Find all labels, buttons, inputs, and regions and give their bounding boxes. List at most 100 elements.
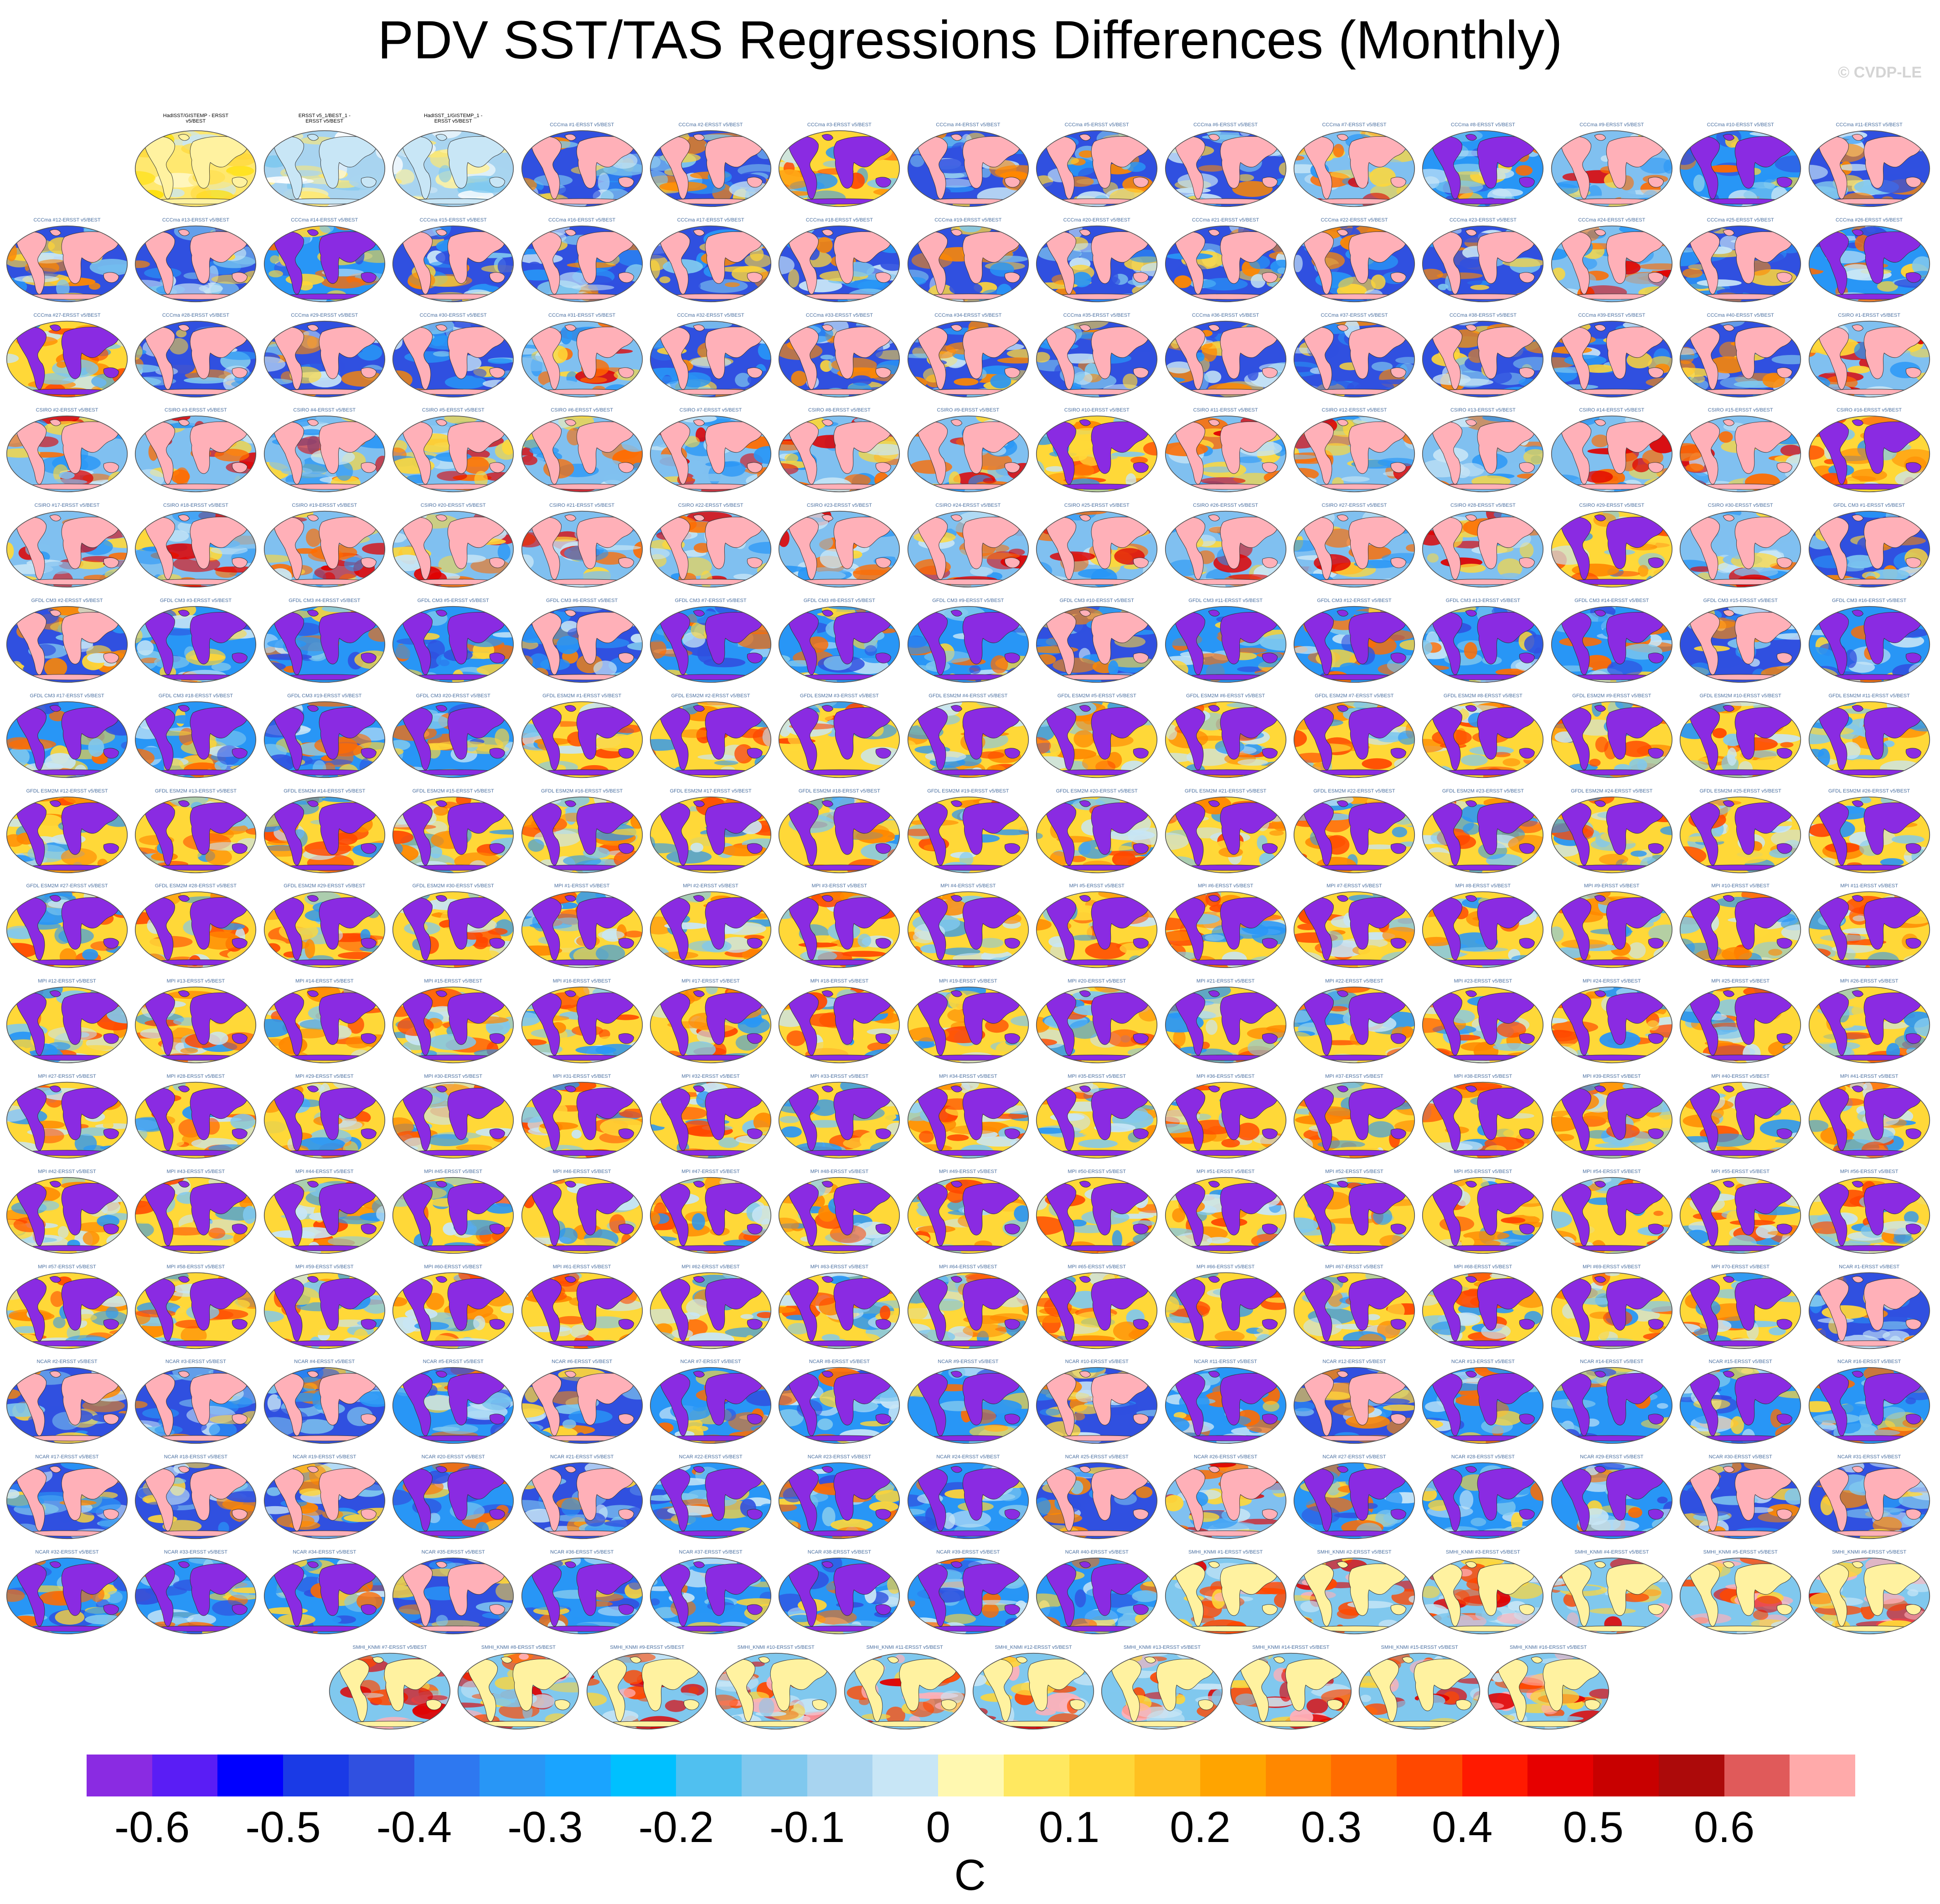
map-panel: CCCma #39-ERSST v5/BEST <box>1550 313 1673 401</box>
panel-title: CCCma #36-ERSST v5/BEST <box>1192 312 1259 318</box>
panel-title: NCAR #34-ERSST v5/BEST <box>293 1549 356 1555</box>
map-panel: NCAR #33-ERSST v5/BEST <box>134 1549 257 1638</box>
global-map <box>1680 987 1801 1064</box>
map-panel: CCCma #17-ERSST v5/BEST <box>649 217 772 306</box>
panel-title: SMHI_KNMI #1-ERSST v5/BEST <box>1188 1549 1263 1555</box>
global-map <box>329 1652 451 1729</box>
panel-title: ERSST v5_1/BEST_1 - ERSST v5/BEST <box>298 113 351 124</box>
colorbar-bin <box>1527 1755 1594 1796</box>
panel-title: CSIRO #3-ERSST v5/BEST <box>165 407 227 413</box>
map-panel: GFDL ESM2M #28-ERSST v5/BEST <box>134 883 257 972</box>
panel-title: CCCma #14-ERSST v5/BEST <box>291 217 358 223</box>
map-panel: GFDL ESM2M #9-ERSST v5/BEST <box>1550 693 1673 782</box>
map-panel: CCCma #27-ERSST v5/BEST <box>5 313 129 401</box>
panel-title: MPI #38-ERSST v5/BEST <box>1454 1074 1512 1079</box>
panel-title: NCAR #26-ERSST v5/BEST <box>1194 1454 1258 1460</box>
global-map <box>521 1272 643 1349</box>
panel-title: MPI #9-ERSST v5/BEST <box>1584 883 1640 889</box>
panel-title: GFDL ESM2M #25-ERSST v5/BEST <box>1699 788 1781 794</box>
map-panel: CSIRO #16-ERSST v5/BEST <box>1808 407 1931 496</box>
panel-title: NCAR #30-ERSST v5/BEST <box>1708 1454 1772 1460</box>
panel-title: CSIRO #30-ERSST v5/BEST <box>1708 503 1773 509</box>
panel-title: NCAR #24-ERSST v5/BEST <box>936 1454 1000 1460</box>
global-map <box>1293 701 1415 778</box>
colorbar-tick-label: -0.3 <box>507 1803 583 1852</box>
panel-title: MPI #49-ERSST v5/BEST <box>939 1168 997 1174</box>
map-panel: GFDL CM3 #5-ERSST v5/BEST <box>392 598 515 686</box>
map-panel: GFDL ESM2M #22-ERSST v5/BEST <box>1293 788 1416 877</box>
global-map <box>1165 1272 1286 1349</box>
colorbar-bin <box>1462 1755 1528 1796</box>
panel-title: NCAR #25-ERSST v5/BEST <box>1065 1454 1129 1460</box>
map-panel: CSIRO #15-ERSST v5/BEST <box>1679 407 1802 496</box>
panel-title: MPI #19-ERSST v5/BEST <box>939 978 997 984</box>
map-panel: NCAR #19-ERSST v5/BEST <box>263 1454 386 1543</box>
global-map <box>1036 1462 1158 1539</box>
global-map <box>135 891 257 968</box>
global-map <box>907 796 1029 873</box>
panel-title: NCAR #2-ERSST v5/BEST <box>36 1359 98 1365</box>
global-map <box>1036 130 1158 207</box>
global-map <box>1036 511 1158 588</box>
map-panel: CCCma #19-ERSST v5/BEST <box>907 217 1030 306</box>
map-panel: MPI #54-ERSST v5/BEST <box>1550 1169 1673 1257</box>
map-panel: NCAR #4-ERSST v5/BEST <box>263 1359 386 1447</box>
map-panel: GFDL CM3 #3-ERSST v5/BEST <box>134 598 257 686</box>
panel-title: CCCma #11-ERSST v5/BEST <box>1836 122 1903 128</box>
panel-title: MPI #52-ERSST v5/BEST <box>1325 1168 1383 1174</box>
global-map <box>392 1367 514 1444</box>
map-panel: NCAR #6-ERSST v5/BEST <box>521 1359 644 1447</box>
global-map <box>1422 416 1544 493</box>
global-map <box>1808 796 1930 873</box>
map-panel: CCCma #3-ERSST v5/BEST <box>778 122 901 211</box>
global-map <box>6 1557 128 1635</box>
global-map <box>1036 225 1158 302</box>
panel-title: GFDL CM3 #12-ERSST v5/BEST <box>1317 598 1392 603</box>
global-map <box>1101 1652 1223 1729</box>
map-panel: CCCma #16-ERSST v5/BEST <box>521 217 644 306</box>
map-panel: MPI #35-ERSST v5/BEST <box>1035 1074 1158 1162</box>
global-map <box>6 1081 128 1159</box>
global-map <box>1293 416 1415 493</box>
map-panel: GFDL ESM2M #4-ERSST v5/BEST <box>907 693 1030 782</box>
panel-title: NCAR #3-ERSST v5/BEST <box>165 1359 226 1365</box>
global-map <box>6 416 128 493</box>
map-panel: NCAR #29-ERSST v5/BEST <box>1550 1454 1673 1543</box>
global-map <box>135 416 257 493</box>
colorbar-bin <box>1069 1755 1135 1796</box>
global-map <box>6 1177 128 1254</box>
panel-title: MPI #50-ERSST v5/BEST <box>1068 1168 1126 1174</box>
panel-title: GFDL CM3 #16-ERSST v5/BEST <box>1832 598 1907 603</box>
panel-title: CSIRO #9-ERSST v5/BEST <box>937 407 1000 413</box>
panel-title: GFDL ESM2M #27-ERSST v5/BEST <box>26 883 108 889</box>
global-map <box>1422 1462 1544 1539</box>
map-panel: CSIRO #10-ERSST v5/BEST <box>1035 407 1158 496</box>
panel-title: MPI #42-ERSST v5/BEST <box>38 1168 96 1174</box>
map-panel: GFDL ESM2M #7-ERSST v5/BEST <box>1293 693 1416 782</box>
panel-title: NCAR #27-ERSST v5/BEST <box>1322 1454 1386 1460</box>
global-map <box>779 987 900 1064</box>
global-map <box>392 796 514 873</box>
map-panel: CCCma #15-ERSST v5/BEST <box>392 217 515 306</box>
global-map <box>263 1177 385 1254</box>
global-map <box>650 1177 772 1254</box>
global-map <box>135 1272 257 1349</box>
global-map <box>521 1557 643 1635</box>
global-map <box>135 1367 257 1444</box>
global-map <box>1293 796 1415 873</box>
panel-title: CSIRO #17-ERSST v5/BEST <box>34 503 100 509</box>
panel-title: MPI #27-ERSST v5/BEST <box>38 1074 96 1079</box>
map-panel: CCCma #20-ERSST v5/BEST <box>1035 217 1158 306</box>
map-panel: CSIRO #11-ERSST v5/BEST <box>1164 407 1287 496</box>
panel-title: MPI #57-ERSST v5/BEST <box>38 1264 96 1270</box>
global-map <box>1680 1272 1801 1349</box>
map-panel: CCCma #5-ERSST v5/BEST <box>1035 122 1158 211</box>
map-panel: CSIRO #2-ERSST v5/BEST <box>5 407 129 496</box>
global-map <box>1808 320 1930 397</box>
global-map <box>779 225 900 302</box>
panel-title: CCCma #4-ERSST v5/BEST <box>936 122 1001 128</box>
panel-title: MPI #46-ERSST v5/BEST <box>552 1168 611 1174</box>
panel-title: SMHI_KNMI #10-ERSST v5/BEST <box>737 1644 815 1650</box>
panel-title: GFDL ESM2M #19-ERSST v5/BEST <box>927 788 1009 794</box>
panel-title: CSIRO #8-ERSST v5/BEST <box>808 407 871 413</box>
